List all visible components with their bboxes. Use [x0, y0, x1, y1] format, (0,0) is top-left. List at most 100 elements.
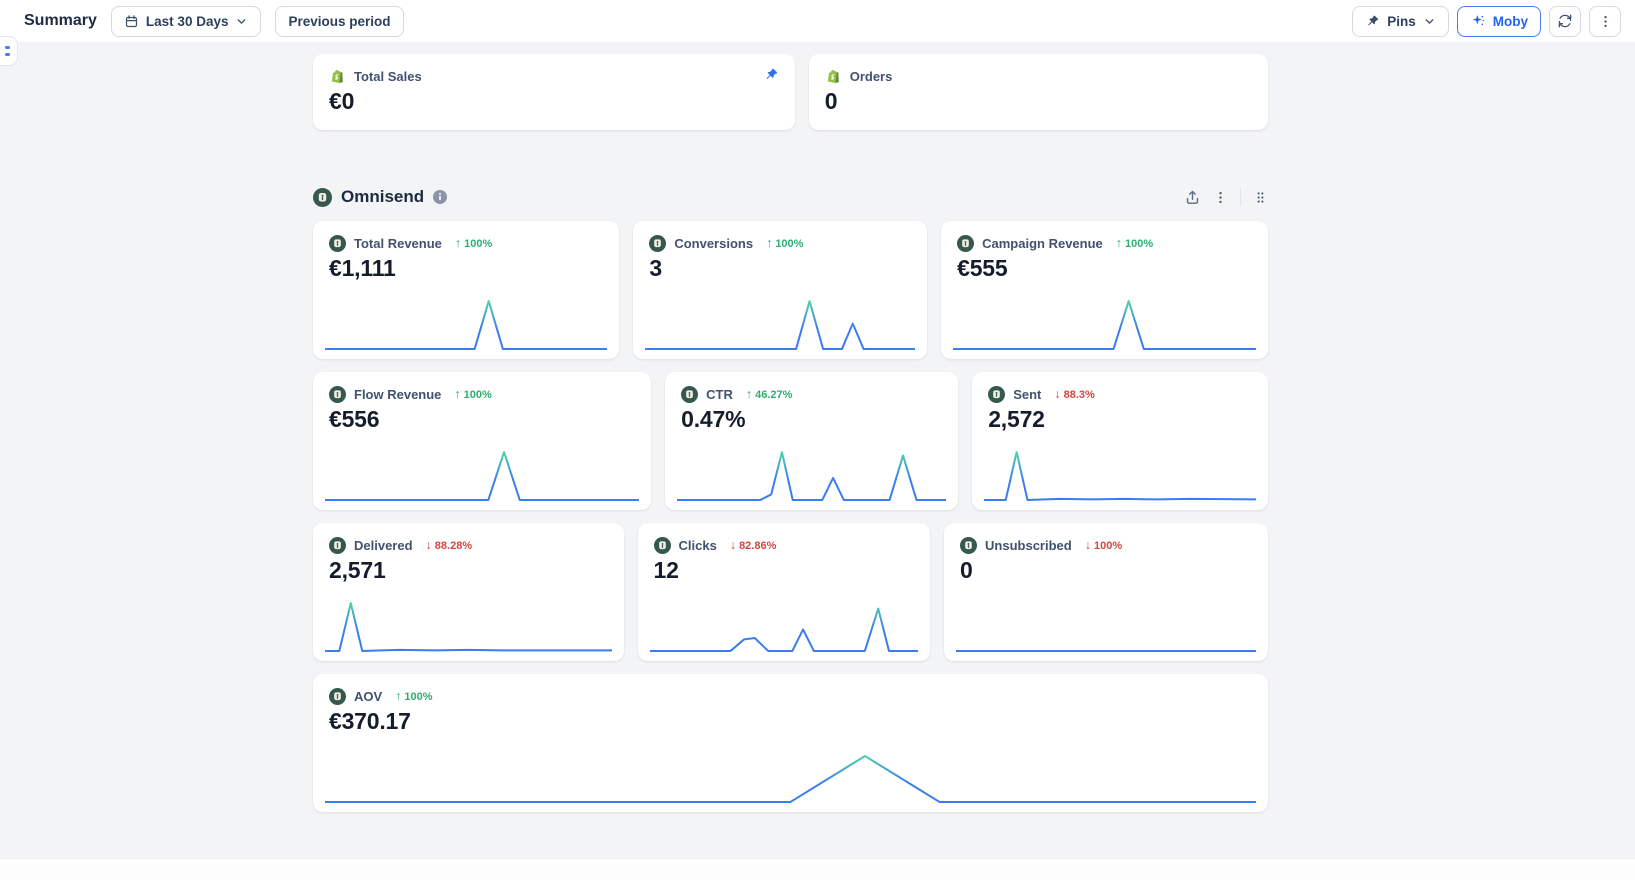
bottom-bar	[0, 858, 1635, 880]
sparkline-chart	[645, 296, 915, 352]
sparkline-chart	[650, 598, 919, 654]
omnisend-icon	[329, 235, 346, 252]
omnisend-section-header: Omnisend	[313, 187, 1268, 207]
metric-label: Total Sales	[354, 69, 422, 84]
metric-change: ↑ 100%	[1115, 236, 1154, 251]
trend-up-icon: ↑	[454, 387, 461, 402]
metric-value: €556	[329, 406, 380, 432]
metric-card-orders[interactable]: Orders 0	[808, 54, 1268, 130]
metric-change: ↓ 100%	[1084, 538, 1123, 553]
metric-change: ↑ 100%	[454, 387, 492, 402]
page-title: Summary	[24, 12, 97, 29]
omnisend-icon	[653, 537, 671, 554]
metric-label: Orders	[849, 69, 893, 84]
info-icon[interactable]	[433, 190, 448, 204]
pins-label: Pins	[1387, 13, 1416, 29]
omnisend-icon	[957, 235, 975, 252]
trend-up-icon: ↑	[454, 236, 462, 251]
calendar-icon	[124, 14, 139, 29]
metric-value: €1,111	[329, 255, 396, 281]
export-button[interactable]	[1184, 189, 1201, 206]
section-title: Omnisend	[341, 187, 425, 206]
metric-change: ↑ 100%	[454, 236, 493, 251]
shopify-icon	[825, 68, 842, 85]
metric-card-delivered[interactable]: Delivered ↓ 88.28% 2,571	[313, 523, 624, 661]
drag-handle-icon[interactable]	[1253, 190, 1268, 205]
sparkline-chart	[956, 598, 1256, 654]
trend-up-icon: ↑	[745, 387, 753, 402]
omnisend-icon	[681, 386, 699, 403]
metric-change: ↓ 88.3%	[1054, 387, 1095, 402]
metric-card-sent[interactable]: Sent ↓ 88.3% 2,572	[972, 372, 1268, 510]
omnisend-icon	[329, 386, 346, 403]
metric-value: 0	[824, 88, 838, 114]
moby-label: Moby	[1492, 13, 1528, 29]
omnisend-icon	[313, 187, 332, 207]
sparkline-chart	[325, 598, 612, 654]
metric-label: Total Revenue	[354, 236, 442, 251]
metric-label: CTR	[706, 387, 733, 402]
metric-card-total-revenue[interactable]: Total Revenue ↑ 100% €1,111	[313, 221, 620, 359]
top-bar: Summary Last 30 Days Previous period Pin…	[0, 0, 1635, 42]
moby-button[interactable]: Moby	[1456, 5, 1541, 37]
sparkle-icon	[1470, 13, 1486, 29]
trend-up-icon: ↑	[395, 689, 402, 704]
metric-change: ↑ 100%	[766, 236, 804, 251]
sparkline-chart	[677, 447, 946, 503]
kebab-icon	[1598, 14, 1613, 29]
metric-change: ↓ 88.28%	[425, 538, 473, 553]
metric-value: €555	[957, 255, 1008, 281]
metric-change: ↑ 46.27%	[745, 387, 793, 402]
metric-change: ↓ 82.86%	[729, 538, 777, 553]
metric-card-unsubscribed[interactable]: Unsubscribed ↓ 100% 0	[944, 523, 1268, 661]
metric-label: Flow Revenue	[354, 387, 442, 402]
metric-card-campaign-revenue[interactable]: Campaign Revenue ↑ 100% €555	[941, 221, 1268, 359]
sidebar-toggle[interactable]	[0, 36, 18, 66]
metric-card-flow-revenue[interactable]: Flow Revenue ↑ 100% €556	[313, 372, 652, 510]
metric-label: Unsubscribed	[985, 538, 1072, 553]
dashboard-content: Total Sales €0 Orders 0 Omnisend	[313, 54, 1268, 825]
shopify-icon	[329, 68, 346, 85]
omnisend-icon	[329, 688, 346, 705]
trend-down-icon: ↓	[729, 538, 737, 553]
trend-up-icon: ↑	[1115, 236, 1123, 251]
metric-value: 2,571	[329, 557, 386, 583]
sparkline-chart	[325, 447, 639, 503]
metric-value: 3	[649, 255, 662, 281]
section-menu-button[interactable]	[1213, 190, 1228, 205]
refresh-button[interactable]	[1549, 5, 1581, 37]
previous-period-button[interactable]: Previous period	[275, 5, 404, 37]
metric-label: AOV	[354, 689, 383, 704]
metric-card-total-sales[interactable]: Total Sales €0	[313, 54, 795, 130]
refresh-icon	[1557, 13, 1573, 29]
chevron-down-icon	[1423, 15, 1436, 28]
omnisend-icon	[329, 537, 346, 554]
sparkline-chart	[953, 296, 1256, 352]
metric-change: ↑ 100%	[395, 689, 433, 704]
sparkline-chart	[984, 447, 1256, 503]
pin-icon[interactable]	[763, 67, 779, 83]
trend-down-icon: ↓	[1084, 538, 1091, 553]
metric-card-aov[interactable]: AOV ↑ 100% €370.17	[313, 674, 1268, 812]
metric-card-ctr[interactable]: CTR ↑ 46.27% 0.47%	[665, 372, 959, 510]
metric-card-clicks[interactable]: Clicks ↓ 82.86% 12	[637, 523, 931, 661]
metric-value: 0	[960, 557, 973, 583]
chevron-down-icon	[235, 15, 248, 28]
metric-card-conversions[interactable]: Conversions ↑ 100% 3	[633, 221, 928, 359]
metric-value: 0.47%	[681, 406, 746, 432]
sparkline-chart	[325, 749, 1256, 805]
pins-dropdown[interactable]: Pins	[1352, 5, 1449, 37]
metric-value: 2,572	[988, 406, 1045, 432]
trend-down-icon: ↓	[425, 538, 432, 553]
metric-label: Delivered	[354, 538, 413, 553]
trend-down-icon: ↓	[1054, 387, 1061, 402]
omnisend-icon	[649, 235, 667, 252]
more-options-button[interactable]	[1589, 5, 1621, 37]
date-range-label: Last 30 Days	[145, 13, 229, 29]
date-range-picker[interactable]: Last 30 Days	[110, 5, 262, 37]
divider	[1240, 188, 1241, 206]
metric-label: Sent	[1013, 387, 1042, 402]
omnisend-icon	[988, 386, 1006, 403]
metric-value: €370.17	[329, 708, 411, 734]
metric-value: 12	[653, 557, 679, 583]
